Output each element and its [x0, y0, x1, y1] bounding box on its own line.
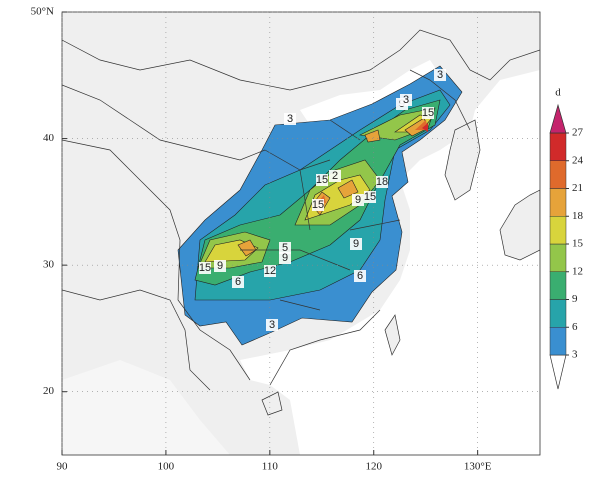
korea — [444, 119, 481, 201]
province-line — [240, 119, 401, 311]
contour-label-bg — [400, 94, 412, 106]
contour-label: 3 — [287, 113, 293, 125]
colorbar-cell — [549, 327, 567, 356]
contour-label-bg — [264, 265, 276, 277]
y-tick-label: 50°N — [31, 6, 54, 18]
contour-label-bg — [312, 199, 324, 211]
border-line — [62, 84, 266, 161]
contour-label-bg — [434, 69, 446, 81]
colorbar-cell — [549, 188, 567, 217]
contour-label: 6 — [235, 276, 241, 288]
y-tick-label: 20 — [43, 385, 55, 397]
x-tick-label: 100 — [158, 461, 175, 473]
contour-label-bg — [214, 260, 226, 272]
colorbar-unit: d — [555, 87, 561, 99]
map-frame — [61, 11, 541, 456]
contour-label: 3 — [437, 69, 443, 81]
colorbar-cell — [549, 160, 567, 189]
colorbar-cell — [549, 271, 567, 300]
contour-label-bg — [266, 319, 278, 331]
colorbar-label: 6 — [572, 321, 578, 333]
colorbar-label: 18 — [572, 210, 584, 222]
x-tick-label: 90 — [57, 461, 69, 473]
contour-label-bg — [350, 238, 362, 250]
contour-label-bg — [364, 191, 376, 203]
x-tick-label: 120 — [365, 461, 382, 473]
contour-label: 6 — [357, 270, 363, 282]
coast-line — [269, 69, 471, 386]
contour-label-bg — [352, 194, 364, 206]
colorbar-label: 15 — [572, 238, 584, 250]
contour-labels: 339315152189151591559126963 — [199, 69, 446, 331]
contour-label-bg — [422, 107, 434, 119]
colorbar-cell — [549, 243, 567, 272]
border-line — [62, 29, 540, 91]
contour-label: 9 — [353, 238, 359, 250]
contour-label: 15 — [316, 174, 328, 186]
x-tick-label: 130°E — [464, 461, 492, 473]
borders — [62, 29, 540, 391]
contour-label: 15 — [364, 191, 376, 203]
colorbar-extend-low — [549, 354, 567, 390]
contour-label: 3 — [269, 319, 275, 331]
contour-label-bg — [199, 262, 211, 274]
contour-fill-21 — [318, 120, 428, 203]
colorbar-label: 27 — [572, 127, 584, 139]
colorbar-cell — [549, 299, 567, 328]
graticule: 90 100 110 120 130°E 20 30 40 50°N — [31, 6, 540, 473]
contour-label: 18 — [376, 176, 388, 188]
border-line — [62, 139, 251, 381]
base-map — [62, 12, 540, 455]
hainan — [261, 391, 283, 416]
contour-label-bg — [284, 113, 296, 125]
colorbar: 3 6 9 12 15 18 21 24 27 d — [549, 87, 584, 390]
colorbar-cell — [549, 216, 567, 245]
contour-label: 15 — [199, 262, 211, 274]
colorbar-label: 24 — [572, 154, 584, 166]
contour-label-bg — [354, 270, 366, 282]
contour-label-bg — [279, 252, 291, 264]
colorbar-label: 12 — [572, 265, 583, 277]
contour-label-bg — [376, 176, 388, 188]
colorbar-label: 21 — [572, 182, 583, 194]
japan — [499, 189, 540, 261]
contour-label: 9 — [355, 194, 361, 206]
contour-label: 5 — [282, 242, 288, 254]
border-line — [62, 289, 211, 391]
contour-label: 15 — [422, 107, 434, 119]
contour-fill-24 — [422, 123, 428, 132]
sea — [240, 12, 540, 455]
contour-label: 9 — [282, 252, 288, 264]
contour-label: 9 — [217, 260, 223, 272]
land-south — [62, 360, 230, 455]
desert-gap — [300, 60, 440, 125]
taiwan — [384, 314, 401, 356]
contour-label: 12 — [264, 265, 276, 277]
colorbar-label: 9 — [572, 293, 578, 305]
contour-label-bg — [279, 242, 291, 254]
colorbar-label: 3 — [572, 349, 578, 361]
contour-label-bg — [316, 174, 328, 186]
contour-label: 3 — [403, 94, 409, 106]
contour-label-bg — [232, 276, 244, 288]
contour-label: 15 — [312, 199, 324, 211]
colorbar-cell — [549, 132, 567, 161]
colorbar-extend-high — [549, 103, 567, 134]
contour-label-bg — [329, 170, 341, 182]
x-tick-label: 110 — [262, 461, 279, 473]
y-tick-label: 40 — [43, 132, 55, 144]
y-tick-label: 30 — [43, 259, 55, 271]
contour-label: 2 — [332, 170, 338, 182]
